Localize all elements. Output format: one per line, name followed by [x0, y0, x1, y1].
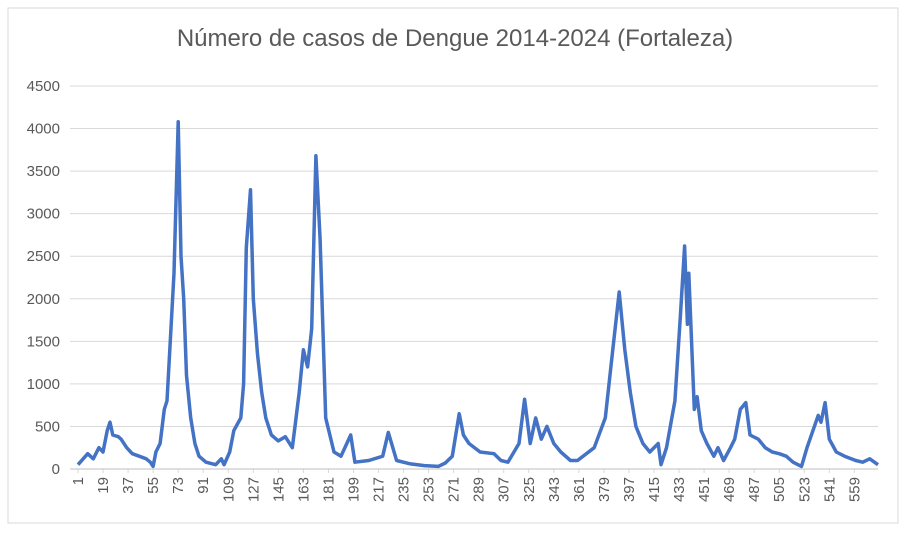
x-tick-label: 433: [671, 477, 688, 502]
y-tick-label: 2500: [27, 248, 60, 265]
y-tick-label: 1000: [27, 376, 60, 393]
x-tick-label: 163: [295, 477, 312, 502]
x-tick-label: 541: [821, 477, 838, 502]
x-tick-label: 235: [396, 477, 413, 502]
x-tick-label: 379: [596, 477, 613, 502]
y-tick-label: 0: [52, 461, 60, 478]
y-tick-label: 3000: [27, 206, 60, 223]
x-tick-label: 217: [371, 477, 388, 502]
x-tick-label: 289: [471, 477, 488, 502]
x-tick-label: 55: [145, 477, 162, 494]
y-tick-label: 500: [35, 418, 60, 435]
x-tick-label: 559: [846, 477, 863, 502]
x-tick-label: 415: [646, 477, 663, 502]
x-tick-label: 199: [345, 477, 362, 502]
x-tick-label: 37: [120, 477, 137, 494]
x-tick-label: 325: [521, 477, 538, 502]
y-tick-label: 4000: [27, 121, 60, 138]
x-tick-label: 397: [621, 477, 638, 502]
x-tick-label: 505: [771, 477, 788, 502]
x-tick-label: 145: [270, 477, 287, 502]
x-tick-label: 271: [446, 477, 463, 502]
x-tick-label: 19: [95, 477, 112, 494]
x-tick-label: 127: [245, 477, 262, 502]
chart-frame: [7, 7, 899, 524]
y-tick-label: 2000: [27, 291, 60, 308]
x-tick-label: 181: [320, 477, 337, 502]
y-tick-label: 1500: [27, 333, 60, 350]
x-tick-label: 73: [170, 477, 187, 494]
x-tick-label: 361: [571, 477, 588, 502]
x-tick-label: 343: [546, 477, 563, 502]
x-tick-label: 487: [746, 477, 763, 502]
x-tick-label: 253: [421, 477, 438, 502]
x-tick-label: 91: [195, 477, 212, 494]
x-tick-label: 451: [696, 477, 713, 502]
y-tick-label: 4500: [27, 78, 60, 95]
x-tick-label: 1: [70, 477, 87, 485]
y-tick-label: 3500: [27, 163, 60, 180]
x-tick-label: 109: [220, 477, 237, 502]
data-line: [76, 119, 880, 469]
x-tick-label: 469: [721, 477, 738, 502]
x-tick-label: 523: [796, 477, 813, 502]
chart-title: Número de casos de Dengue 2014-2024 (For…: [177, 25, 733, 52]
x-tick-label: 307: [496, 477, 513, 502]
